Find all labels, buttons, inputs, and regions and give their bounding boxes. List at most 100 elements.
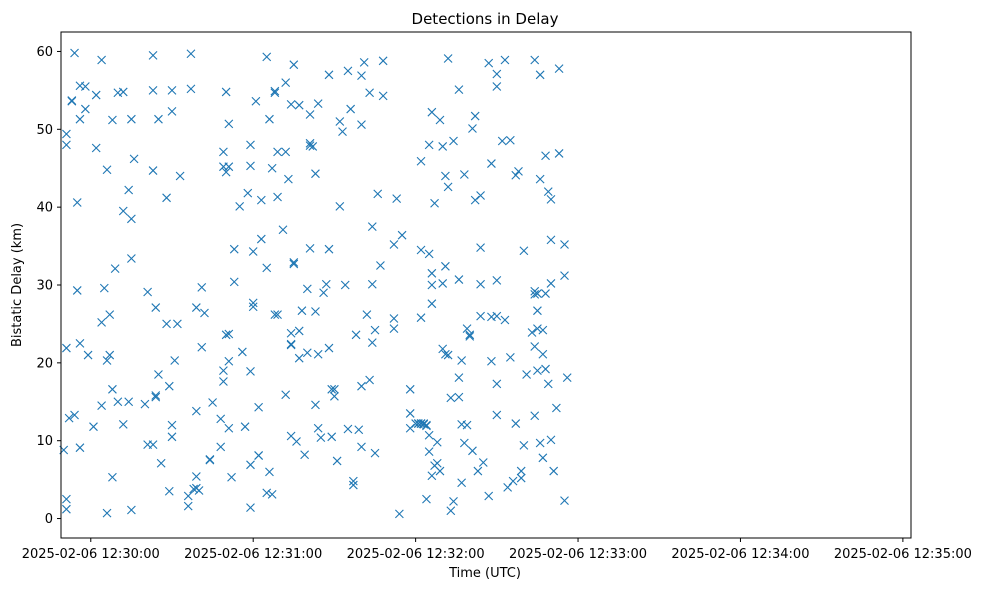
data-point bbox=[492, 275, 502, 285]
data-point bbox=[108, 384, 117, 394]
data-point bbox=[376, 261, 385, 270]
data-point bbox=[167, 432, 177, 442]
x-axis-ticks: 2025-02-06 12:30:00 2025-02-06 12:31:00 20… bbox=[22, 538, 972, 562]
data-point bbox=[316, 433, 326, 442]
data-point bbox=[294, 353, 304, 363]
data-point bbox=[476, 279, 485, 289]
data-points bbox=[59, 48, 572, 519]
data-point bbox=[514, 166, 523, 176]
data-point bbox=[416, 245, 426, 255]
y-tick-label: 20 bbox=[36, 356, 53, 371]
data-point bbox=[191, 472, 201, 481]
data-point bbox=[562, 373, 572, 383]
data-point bbox=[256, 195, 266, 205]
data-point bbox=[248, 302, 258, 312]
data-point bbox=[378, 56, 388, 66]
data-point bbox=[465, 331, 475, 341]
x-tick-label: 2025-02-06 12:30:00 bbox=[22, 547, 160, 562]
data-point bbox=[273, 310, 282, 319]
y-tick-label: 50 bbox=[36, 123, 53, 138]
data-point bbox=[365, 375, 374, 385]
data-point bbox=[129, 154, 139, 164]
data-point bbox=[102, 356, 112, 365]
data-point bbox=[246, 140, 255, 150]
data-point bbox=[251, 96, 261, 106]
data-point bbox=[313, 99, 323, 109]
data-point bbox=[500, 315, 510, 325]
data-point bbox=[148, 166, 158, 175]
data-point bbox=[427, 107, 437, 117]
data-point bbox=[500, 55, 510, 65]
data-point bbox=[476, 311, 485, 321]
data-point bbox=[543, 379, 553, 389]
data-point bbox=[221, 87, 231, 97]
data-point bbox=[118, 206, 128, 216]
data-point bbox=[91, 90, 101, 100]
data-point bbox=[240, 422, 250, 432]
data-point bbox=[143, 287, 153, 297]
data-point bbox=[311, 169, 320, 179]
data-point bbox=[62, 343, 71, 353]
data-point bbox=[224, 423, 234, 433]
data-point bbox=[186, 49, 196, 59]
data-point bbox=[492, 69, 502, 79]
data-point bbox=[286, 100, 296, 109]
data-point bbox=[367, 338, 377, 347]
data-point bbox=[219, 377, 228, 386]
data-point bbox=[476, 191, 485, 200]
data-point bbox=[430, 198, 439, 208]
data-point bbox=[156, 458, 166, 468]
data-point bbox=[289, 259, 299, 269]
data-point bbox=[154, 114, 163, 124]
data-point bbox=[175, 171, 185, 181]
data-point bbox=[124, 185, 134, 195]
data-point bbox=[389, 314, 399, 323]
data-point bbox=[484, 491, 494, 501]
data-point bbox=[97, 55, 106, 65]
data-point bbox=[83, 350, 93, 360]
data-point bbox=[422, 421, 431, 431]
data-point bbox=[273, 192, 282, 202]
data-point bbox=[505, 135, 515, 145]
data-point bbox=[511, 419, 521, 428]
data-point bbox=[108, 115, 117, 125]
data-point bbox=[449, 136, 458, 146]
data-point bbox=[151, 303, 161, 312]
data-point bbox=[97, 317, 106, 327]
data-point bbox=[538, 453, 548, 463]
data-point bbox=[219, 366, 228, 376]
data-point bbox=[235, 201, 245, 211]
data-point bbox=[289, 258, 299, 267]
data-point bbox=[543, 187, 553, 196]
data-point bbox=[262, 52, 272, 62]
data-point bbox=[438, 344, 448, 354]
y-tick-label: 40 bbox=[36, 201, 53, 216]
data-point bbox=[335, 117, 345, 126]
data-point bbox=[389, 240, 399, 249]
data-point bbox=[278, 225, 288, 235]
data-point bbox=[80, 104, 90, 114]
data-point bbox=[191, 406, 201, 416]
data-point bbox=[148, 440, 158, 449]
data-point bbox=[522, 370, 531, 379]
data-point bbox=[167, 107, 177, 116]
data-point bbox=[319, 288, 328, 298]
data-point bbox=[324, 343, 334, 353]
data-point bbox=[416, 313, 426, 323]
data-point bbox=[191, 303, 201, 312]
data-point bbox=[224, 329, 234, 339]
data-point bbox=[338, 127, 347, 137]
data-point bbox=[427, 471, 437, 481]
data-point bbox=[281, 147, 291, 157]
data-point bbox=[441, 349, 450, 359]
data-point bbox=[270, 86, 280, 96]
data-point bbox=[462, 420, 472, 430]
x-tick-label: 2025-02-06 12:34:00 bbox=[671, 547, 809, 562]
data-point bbox=[546, 279, 556, 288]
data-point bbox=[330, 384, 339, 394]
data-point bbox=[246, 503, 255, 513]
data-point bbox=[432, 458, 442, 468]
data-point bbox=[470, 111, 480, 121]
data-point bbox=[427, 280, 437, 290]
data-point bbox=[424, 430, 434, 440]
